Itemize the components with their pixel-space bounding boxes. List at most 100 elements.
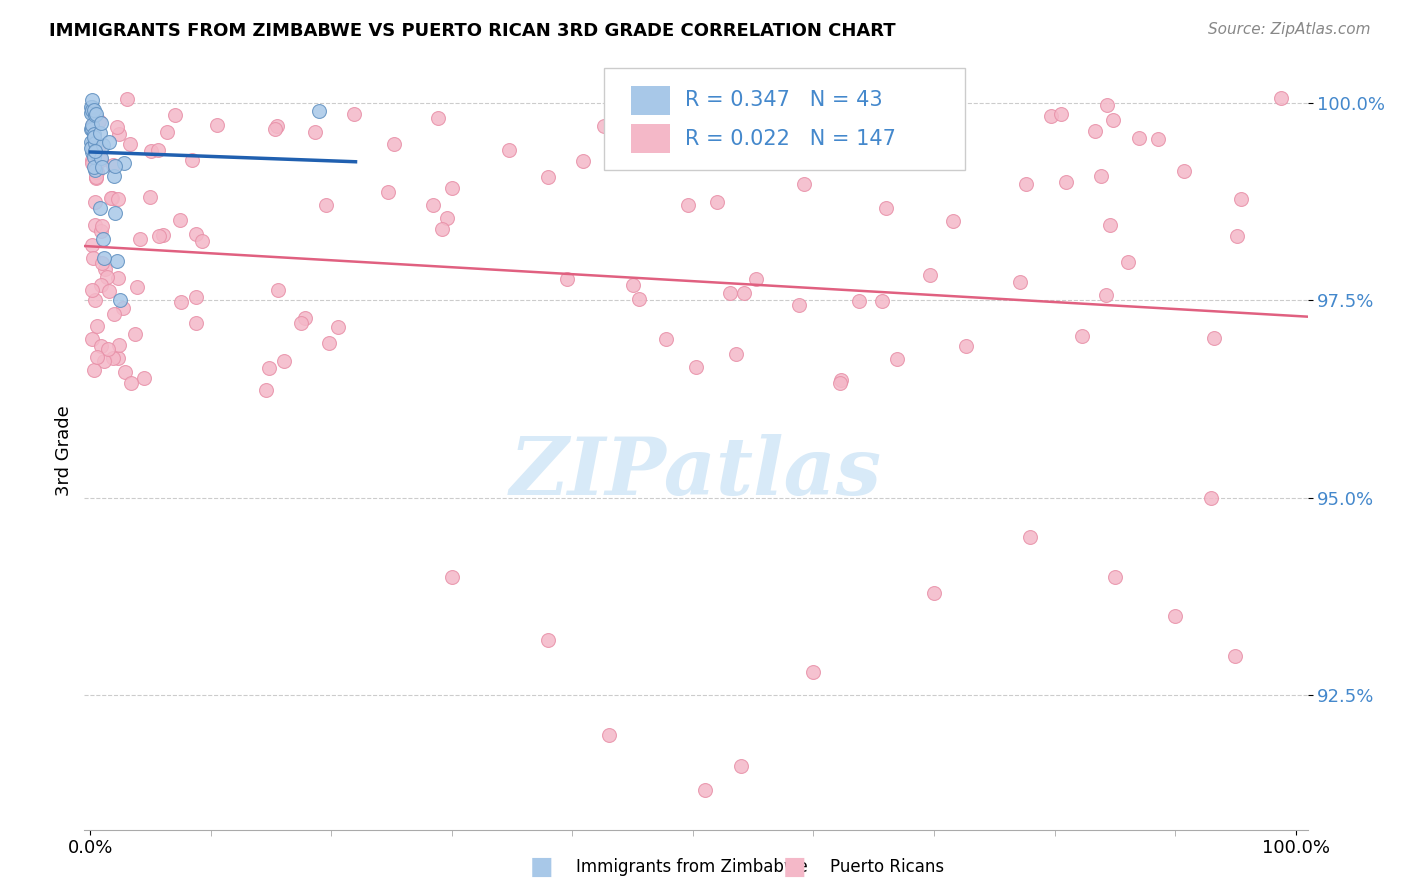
Point [830,376,852,390]
Text: IMMIGRANTS FROM ZIMBABWE VS PUERTO RICAN 3RD GRADE CORRELATION CHART: IMMIGRANTS FROM ZIMBABWE VS PUERTO RICAN… [49,22,896,40]
Point [1202,331,1225,345]
Point [83,145,105,160]
Point [259,361,281,376]
Point [555,272,578,286]
Point [830,373,852,387]
Point [83,363,105,377]
Point [90,278,112,293]
Point [103,307,125,321]
Point [1102,112,1125,127]
Point [90,151,112,165]
Point [103,159,125,173]
Point [80,135,103,149]
Point [267,284,290,298]
Point [628,292,651,306]
Point [101,351,124,366]
Point [114,365,136,379]
Point [83,127,105,141]
Point [942,213,965,227]
Point [184,227,207,242]
Point [101,191,124,205]
Point [264,122,287,136]
Point [101,157,124,171]
Point [537,170,560,185]
Y-axis label: 3rd Grade: 3rd Grade [55,405,73,496]
Point [84,136,107,151]
Point [718,285,741,300]
Point [134,371,156,385]
Point [254,383,277,397]
Point [315,198,337,212]
Point [84,195,107,210]
Point [86,351,108,365]
Point [572,154,595,169]
Point [537,632,560,647]
Point [498,143,520,157]
Point [84,169,107,184]
Point [156,125,179,139]
Point [1147,131,1170,145]
Point [1050,106,1073,120]
Point [120,136,142,151]
Point [90,116,112,130]
Point [120,376,142,390]
Point [84,218,107,232]
Point [440,181,463,195]
Text: R = 0.347   N = 43: R = 0.347 N = 43 [685,90,883,111]
Point [377,185,399,199]
Point [97,284,120,298]
Point [1164,609,1187,624]
Point [152,227,174,242]
Point [112,301,135,316]
Point [83,160,105,174]
Point [685,360,707,375]
Point [83,145,105,159]
Point [82,332,104,346]
Point [82,93,104,107]
Point [422,198,444,212]
Point [93,261,115,276]
Point [875,201,897,215]
Point [108,127,131,141]
Point [1270,91,1292,105]
Point [80,238,103,252]
Point [1094,287,1116,301]
Point [598,728,620,742]
Point [129,232,152,246]
Point [308,103,330,118]
Point [294,310,316,325]
Text: Source: ZipAtlas.com: Source: ZipAtlas.com [1208,22,1371,37]
Point [436,211,458,225]
Point [84,163,107,178]
Point [382,137,405,152]
Point [93,354,115,368]
Point [706,194,728,209]
Point [80,121,103,136]
Point [86,140,108,154]
FancyBboxPatch shape [605,68,965,170]
Point [80,140,103,154]
Point [84,107,107,121]
Point [89,114,111,128]
Point [86,171,108,186]
Point [86,165,108,179]
Point [273,354,295,368]
Point [91,138,114,153]
Text: ■: ■ [783,855,806,879]
Text: ZIPatlas: ZIPatlas [510,434,882,512]
Point [207,118,229,132]
Point [107,338,129,352]
Point [89,201,111,215]
Point [266,119,288,133]
Text: Immigrants from Zimbabwe: Immigrants from Zimbabwe [576,858,808,876]
Point [1128,131,1150,145]
Point [190,235,212,249]
Point [787,298,810,312]
Point [1229,192,1251,206]
Point [107,271,129,285]
Point [139,145,162,159]
Point [797,102,820,116]
Point [80,141,103,155]
Point [107,351,129,366]
Point [98,136,121,150]
